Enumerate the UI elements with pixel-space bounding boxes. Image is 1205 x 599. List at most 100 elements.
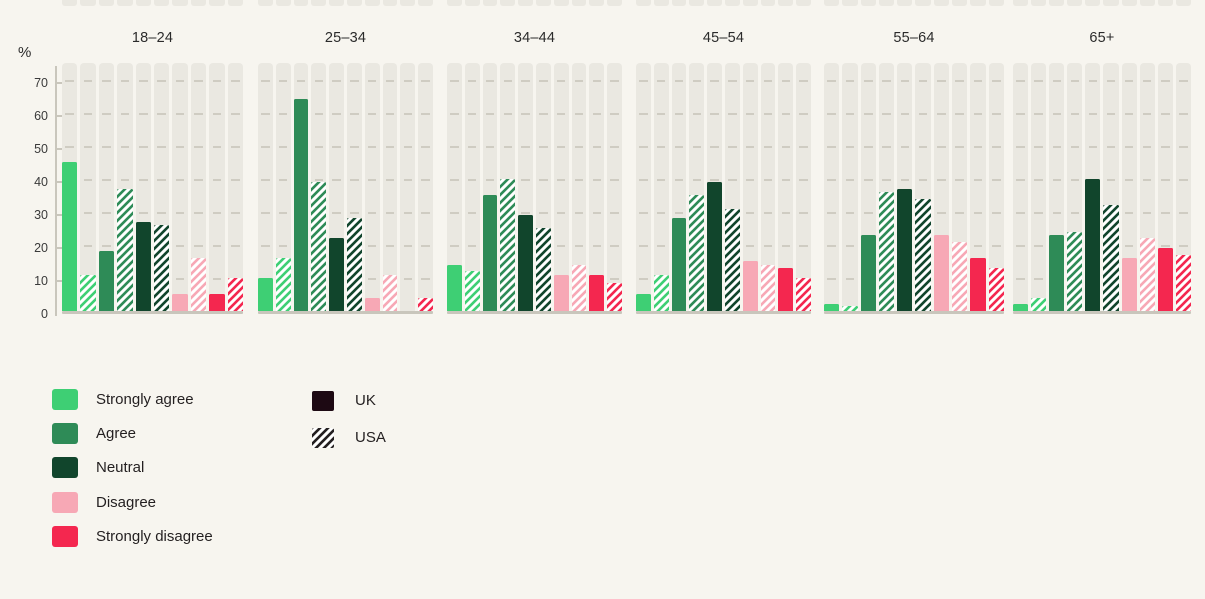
bar-uk[interactable]	[98, 251, 115, 311]
gridline-dash	[610, 112, 619, 115]
gridline-dash	[421, 277, 430, 280]
bar-slot	[98, 63, 115, 311]
bar-uk[interactable]	[860, 234, 876, 311]
bar-usa[interactable]	[1103, 205, 1119, 311]
bar-uk[interactable]	[518, 215, 533, 311]
gridline-dash	[937, 178, 946, 181]
bar-usa[interactable]	[915, 198, 931, 311]
gridline-dash	[1161, 112, 1170, 115]
gridline-dash	[918, 145, 928, 148]
bar-uk[interactable]	[135, 221, 152, 311]
chart-panel-65+: 65+	[1013, 28, 1191, 314]
bar-uk[interactable]	[172, 294, 188, 311]
bar-uk[interactable]	[742, 261, 758, 311]
bar-uk[interactable]	[293, 99, 309, 311]
bar-usa[interactable]	[796, 277, 811, 311]
bar-usa[interactable]	[1175, 254, 1191, 311]
bar-usa[interactable]	[117, 188, 133, 311]
bar-usa[interactable]	[760, 264, 776, 311]
bar-usa[interactable]	[190, 258, 207, 311]
y-axis-tick-mark	[55, 147, 62, 150]
legend-item-uk[interactable]: UK	[312, 382, 386, 419]
bar-usa[interactable]	[382, 274, 398, 311]
bar-uk[interactable]	[258, 277, 273, 311]
bar-usa[interactable]	[607, 282, 622, 311]
bar-usa[interactable]	[275, 258, 291, 311]
cutoff-column	[607, 0, 622, 6]
bar-usa[interactable]	[952, 241, 968, 311]
bar-uk[interactable]	[824, 304, 840, 311]
gridline-dash	[194, 211, 203, 214]
bar-usa[interactable]	[500, 178, 516, 311]
bar-slot	[346, 63, 362, 311]
bar-usa[interactable]	[1031, 297, 1047, 311]
bar-uk[interactable]	[1121, 258, 1137, 311]
bar-usa[interactable]	[1067, 231, 1083, 311]
bar-uk[interactable]	[933, 234, 950, 311]
gridline-dash	[1070, 79, 1080, 82]
bar-uk[interactable]	[707, 182, 722, 311]
gridline-dash	[450, 79, 459, 82]
bar-slot	[364, 63, 380, 311]
cutoff-column	[970, 0, 986, 6]
column-background	[636, 63, 651, 311]
legend-item-agree[interactable]: Agree	[52, 416, 213, 450]
gridline-dash	[728, 79, 737, 82]
bar-uk[interactable]	[1049, 234, 1065, 311]
cutoff-column	[778, 0, 794, 6]
gridline-dash	[1106, 79, 1116, 82]
gridline-dash	[674, 211, 684, 214]
bar-usa[interactable]	[311, 182, 327, 311]
bar-usa[interactable]	[653, 274, 669, 311]
bar-uk[interactable]	[897, 188, 913, 311]
bar-uk[interactable]	[62, 162, 78, 311]
bar-usa[interactable]	[535, 228, 551, 311]
bar-uk[interactable]	[364, 297, 380, 311]
bar-uk[interactable]	[1013, 304, 1029, 311]
bar-usa[interactable]	[724, 208, 740, 311]
bar-uk[interactable]	[671, 218, 687, 311]
bar-usa[interactable]	[418, 297, 433, 311]
bar-usa[interactable]	[988, 268, 1004, 311]
gridline-dash	[1179, 211, 1188, 214]
bar-usa[interactable]	[464, 271, 480, 311]
gridline-dash	[592, 211, 601, 214]
gridline-dash	[900, 79, 910, 82]
legend-item-disagree[interactable]: Disagree	[52, 485, 213, 519]
gridline-dash	[83, 112, 93, 115]
bar-slot	[689, 63, 705, 311]
bar-uk[interactable]	[970, 258, 986, 311]
bar-uk[interactable]	[778, 268, 794, 311]
legend-item-neutral[interactable]: Neutral	[52, 451, 213, 485]
cutoff-column	[671, 0, 687, 6]
bar-uk[interactable]	[636, 294, 651, 311]
bar-uk[interactable]	[1157, 248, 1173, 311]
bar-uk[interactable]	[482, 195, 498, 311]
bar-usa[interactable]	[842, 306, 858, 311]
bar-usa[interactable]	[346, 218, 362, 311]
bar-uk[interactable]	[447, 264, 462, 311]
bar-uk[interactable]	[329, 238, 344, 311]
column-background	[1175, 63, 1191, 311]
bar-usa[interactable]	[878, 191, 895, 311]
bar-usa[interactable]	[571, 264, 587, 311]
legend-item-strongly-disagree[interactable]: Strongly disagree	[52, 519, 213, 553]
gridline-dash	[485, 112, 495, 115]
cutoff-panel	[824, 0, 1004, 6]
gridline-dash	[539, 79, 548, 82]
legend-item-usa[interactable]: USA	[312, 419, 386, 456]
bar-uk[interactable]	[553, 274, 569, 311]
bar-usa[interactable]	[80, 274, 96, 311]
bar-usa[interactable]	[154, 225, 170, 311]
bar-uk[interactable]	[1085, 178, 1101, 311]
bar-usa[interactable]	[1139, 238, 1155, 311]
bar-uk[interactable]	[589, 274, 605, 311]
cutoff-column	[653, 0, 669, 6]
gridline-dash	[83, 79, 93, 82]
legend-item-strongly-agree[interactable]: Strongly agree	[52, 382, 213, 416]
bar-usa[interactable]	[227, 277, 244, 311]
bar-usa[interactable]	[689, 195, 705, 311]
bar-uk[interactable]	[209, 294, 225, 311]
gridline-dash	[610, 79, 619, 82]
cutoff-column	[988, 0, 1004, 6]
